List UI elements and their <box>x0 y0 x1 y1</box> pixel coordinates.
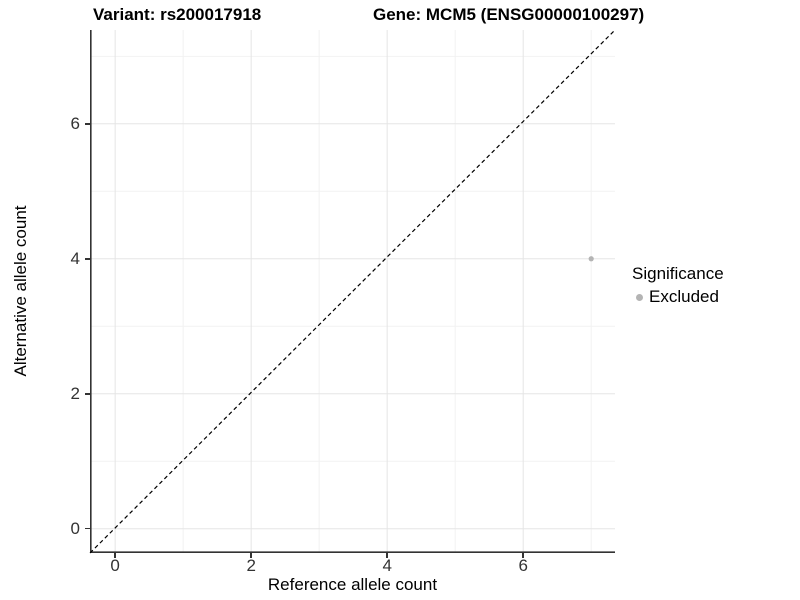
plot-canvas <box>89 29 616 554</box>
y-tick-label: 6 <box>70 113 80 133</box>
identity-line <box>89 29 616 554</box>
y-tick-label: 4 <box>70 248 80 268</box>
x-tick-mark <box>386 553 388 558</box>
plot-title-gene: Gene: MCM5 (ENSG00000100297) <box>373 5 645 24</box>
legend-key-dot-icon <box>636 293 643 301</box>
legend-item: Excluded <box>632 287 724 307</box>
x-axis-title: Reference allele count <box>267 575 438 594</box>
y-axis-title: Alternative allele count <box>11 205 30 377</box>
data-point <box>588 256 594 262</box>
y-tick-mark <box>85 527 90 530</box>
y-tick-mark <box>85 392 90 395</box>
legend: Significance Excluded <box>632 264 724 307</box>
x-tick-label: 0 <box>110 556 120 575</box>
plot-title-variant: Variant: rs200017918 <box>93 5 262 24</box>
x-tick-label: 2 <box>246 556 256 575</box>
legend-item-label: Excluded <box>649 287 719 306</box>
x-tick-mark <box>250 553 252 558</box>
y-tick-mark <box>85 123 90 125</box>
legend-title: Significance <box>632 264 724 283</box>
y-tick-label: 0 <box>70 518 80 538</box>
legend-items: Excluded <box>632 287 724 307</box>
y-tick-mark <box>85 257 90 260</box>
x-tick-label: 4 <box>382 556 392 575</box>
x-tick-mark <box>114 553 116 558</box>
x-tick-label: 6 <box>518 556 528 575</box>
x-tick-mark <box>522 553 524 558</box>
y-tick-label: 2 <box>70 383 80 403</box>
plot-panel <box>89 29 616 554</box>
